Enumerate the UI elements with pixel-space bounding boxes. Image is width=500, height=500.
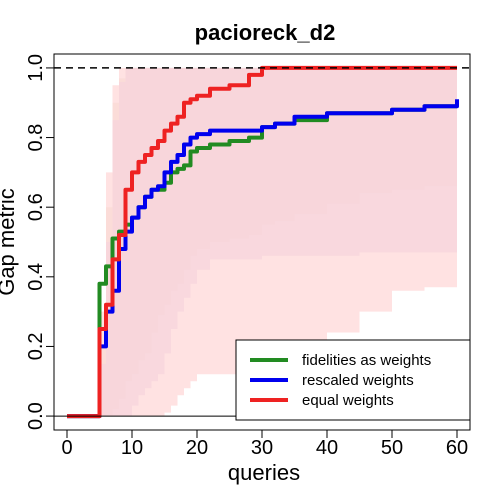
y-tick-label: 1.0 [25,54,47,82]
x-tick-label: 0 [61,437,72,459]
axes: 0 10 20 30 40 50 60 0.0 0.2 0.4 0.6 0.8 1.0 [25,53,471,459]
confidence-bands [67,67,457,417]
y-tick-label: 0.0 [25,402,47,430]
confidence-band-3 [67,67,457,417]
x-tick-label: 10 [121,437,143,459]
legend-label-3: equal weights [302,392,394,409]
x-tick-label: 60 [446,437,468,459]
y-tick-label: 0.8 [25,124,47,152]
x-tick-label: 20 [186,437,208,459]
x-axis-label: queries [228,460,300,485]
x-tick-label: 40 [316,437,338,459]
legend: fidelities as weights rescaled weights equ… [235,339,471,421]
y-tick-label: 0.2 [25,332,47,360]
y-axis-label: Gap metric [0,188,19,296]
chart-title: pacioreck_d2 [195,20,336,45]
x-tick-label: 30 [251,437,273,459]
legend-label-2: rescaled weights [302,372,414,389]
y-tick-label: 0.4 [25,263,47,291]
series-line-3 [67,65,457,419]
x-tick-label: 50 [381,437,403,459]
series-line-2 [67,99,459,419]
series-lines [67,65,459,419]
y-tick-label: 0.6 [25,193,47,221]
legend-label-1: fidelities as weights [302,352,431,369]
